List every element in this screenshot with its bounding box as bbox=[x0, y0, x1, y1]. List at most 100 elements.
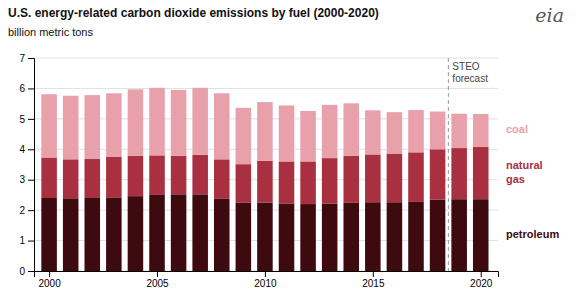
x-tick: 2010 bbox=[254, 271, 277, 289]
bar bbox=[85, 159, 101, 198]
bar bbox=[63, 96, 79, 160]
bar bbox=[257, 203, 273, 271]
bar bbox=[41, 158, 57, 198]
series bbox=[41, 88, 488, 164]
y-tick: 1 bbox=[19, 235, 34, 246]
bar bbox=[343, 103, 359, 155]
series bbox=[41, 194, 488, 271]
annotation: STEOforecast bbox=[452, 61, 488, 84]
bar bbox=[106, 157, 122, 198]
bar bbox=[365, 202, 381, 271]
bar bbox=[63, 198, 79, 271]
y-tick-mark bbox=[28, 271, 34, 272]
bar bbox=[171, 156, 187, 195]
text-line: STEO bbox=[452, 61, 479, 72]
logo: eia bbox=[535, 4, 564, 26]
bar bbox=[128, 89, 144, 155]
bar bbox=[365, 154, 381, 202]
legend-entry: coal bbox=[506, 123, 528, 135]
y-tick-mark bbox=[28, 210, 34, 211]
x-tick-label: 2015 bbox=[362, 278, 385, 289]
x-axis: 2000 2005 2010 2015 2020 bbox=[35, 271, 499, 289]
bar bbox=[171, 90, 187, 156]
bar bbox=[322, 204, 338, 271]
bar bbox=[41, 94, 57, 157]
bar bbox=[473, 114, 489, 147]
y-tick-label: 0 bbox=[19, 266, 25, 277]
bar bbox=[408, 110, 424, 152]
bar bbox=[106, 197, 122, 271]
bar bbox=[257, 102, 273, 161]
y-tick: 5 bbox=[19, 114, 34, 125]
y-tick-mark bbox=[28, 119, 34, 120]
bar bbox=[85, 198, 101, 271]
bar bbox=[214, 199, 230, 271]
bar bbox=[300, 111, 316, 162]
x-tick-label: 2000 bbox=[38, 278, 61, 289]
bar bbox=[192, 155, 208, 195]
y-tick: 6 bbox=[19, 83, 34, 94]
y-tick: 2 bbox=[19, 205, 34, 216]
text-line: natural bbox=[506, 159, 543, 171]
legend-entry: petroleum bbox=[506, 228, 559, 240]
grid bbox=[34, 58, 498, 271]
text-line: gas bbox=[506, 173, 525, 185]
bar bbox=[279, 203, 295, 271]
y-tick-label: 4 bbox=[19, 144, 25, 155]
bar bbox=[387, 202, 403, 271]
y-axis-label: billion metric tons bbox=[8, 26, 93, 38]
bar bbox=[322, 158, 338, 204]
y-tick-mark bbox=[28, 88, 34, 89]
bar bbox=[149, 155, 165, 195]
y-tick-label: 6 bbox=[19, 83, 25, 94]
grid-line bbox=[34, 58, 498, 59]
bar bbox=[279, 161, 295, 203]
x-axis-line bbox=[35, 272, 499, 278]
chart: U.S. energy-related carbon dioxide emiss… bbox=[0, 0, 582, 295]
bar bbox=[387, 112, 403, 153]
bar bbox=[192, 88, 208, 155]
x-tick-mark bbox=[157, 271, 158, 277]
bar bbox=[430, 199, 446, 271]
y-axis: 0 1 2 3 4 5 6 7 bbox=[19, 53, 34, 277]
y-tick: 3 bbox=[19, 174, 34, 185]
grid-line bbox=[34, 88, 498, 89]
bar bbox=[128, 196, 144, 271]
bar bbox=[279, 105, 295, 161]
x-tick: 2005 bbox=[146, 271, 169, 289]
bar bbox=[214, 159, 230, 199]
text-line: forecast bbox=[452, 73, 488, 84]
bar bbox=[236, 108, 252, 164]
bar bbox=[192, 194, 208, 271]
y-tick-mark bbox=[28, 241, 34, 242]
x-tick: 2000 bbox=[38, 271, 61, 289]
y-tick: 0 bbox=[19, 266, 34, 277]
x-tick-label: 2005 bbox=[146, 278, 169, 289]
x-tick-mark bbox=[49, 271, 50, 277]
bar bbox=[149, 88, 165, 156]
y-axis-line bbox=[28, 59, 35, 272]
x-tick-mark bbox=[265, 271, 266, 277]
x-tick-label: 2020 bbox=[470, 278, 493, 289]
bar bbox=[300, 161, 316, 204]
bar bbox=[63, 159, 79, 198]
legend: petroleum natural gas coal bbox=[506, 123, 559, 240]
bar bbox=[300, 204, 316, 271]
bar bbox=[149, 195, 165, 271]
text-line: coal bbox=[506, 123, 528, 135]
y-tick-label: 2 bbox=[19, 205, 25, 216]
bar bbox=[473, 199, 489, 271]
x-tick-mark bbox=[481, 271, 482, 277]
bar bbox=[171, 194, 187, 271]
y-tick: 7 bbox=[19, 53, 34, 64]
bar bbox=[451, 199, 467, 271]
bar bbox=[365, 110, 381, 154]
x-tick: 2020 bbox=[470, 271, 493, 289]
y-tick-label: 3 bbox=[19, 174, 25, 185]
forecast-line bbox=[448, 58, 449, 271]
y-tick-label: 1 bbox=[19, 235, 25, 246]
bar bbox=[343, 156, 359, 203]
bar bbox=[85, 95, 101, 159]
bar bbox=[343, 203, 359, 271]
bar bbox=[408, 152, 424, 202]
